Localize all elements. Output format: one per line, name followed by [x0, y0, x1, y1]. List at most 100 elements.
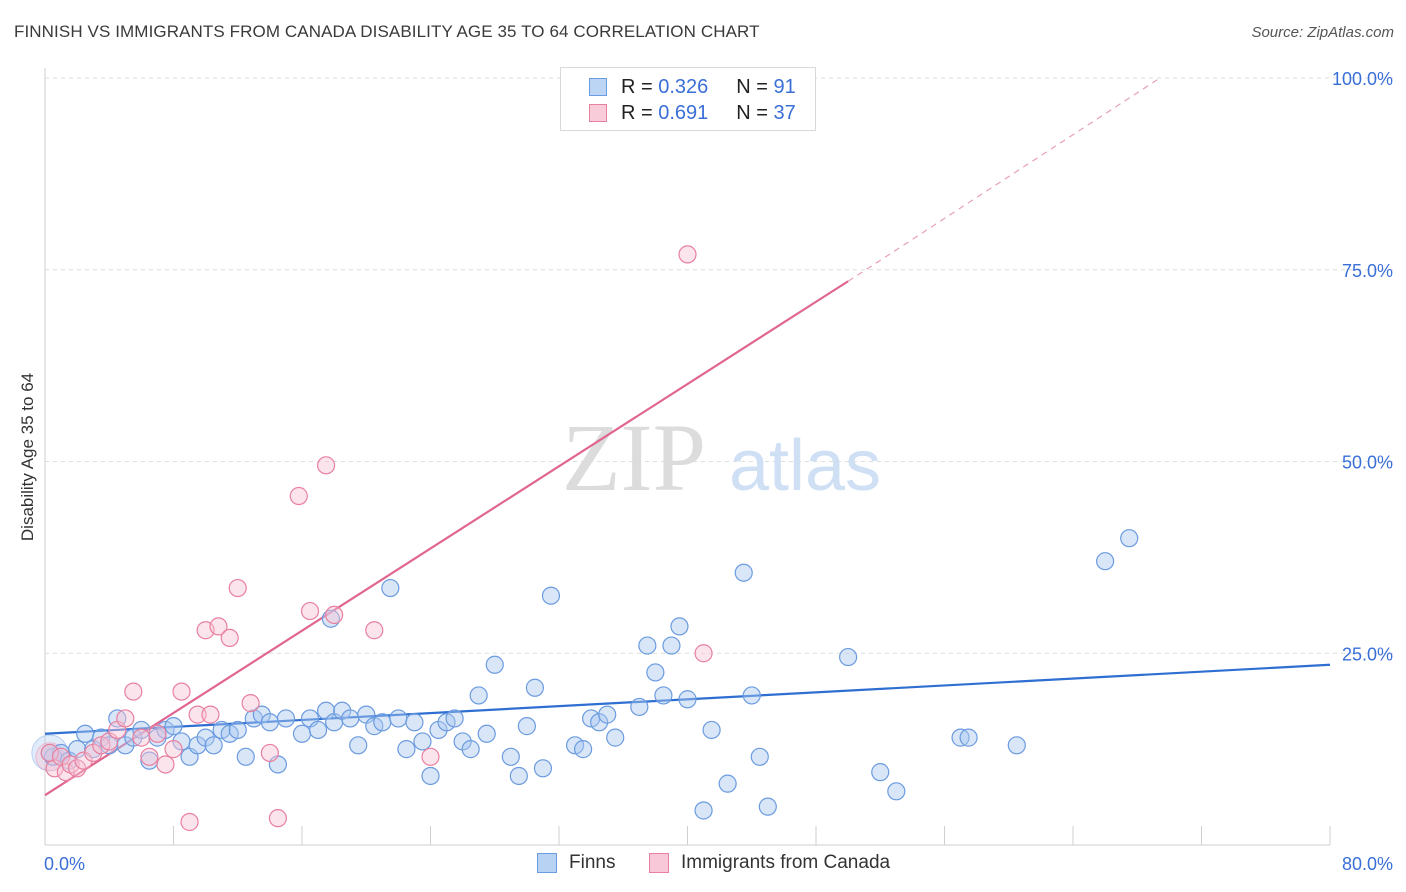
point-canada: [201, 705, 220, 724]
point-finns: [509, 766, 528, 786]
legend-swatch-finns: [589, 78, 607, 96]
point-finns: [413, 732, 432, 751]
point-finns: [839, 647, 858, 667]
point-finns: [678, 690, 697, 709]
point-canada: [180, 812, 199, 832]
y-tick-label: 75.0%: [1342, 261, 1393, 281]
point-finns: [718, 774, 737, 793]
point-finns: [871, 763, 890, 782]
source-label: Source: ZipAtlas.com: [1251, 24, 1394, 41]
point-finns: [389, 709, 408, 728]
point-finns: [421, 766, 440, 786]
point-finns: [630, 697, 649, 717]
legend-row-finns: R = 0.326 N = 91: [589, 75, 796, 99]
point-finns: [662, 636, 681, 655]
point-finns: [397, 740, 416, 759]
point-canada: [140, 747, 159, 766]
point-finns: [260, 713, 279, 732]
point-canada: [220, 628, 239, 648]
point-finns: [204, 736, 223, 755]
bottom-legend-label: Finns: [569, 852, 616, 873]
point-canada: [268, 809, 288, 828]
point-finns: [381, 578, 400, 598]
point-finns: [1096, 552, 1115, 571]
point-finns: [638, 636, 657, 655]
y-tick-label: 50.0%: [1342, 453, 1393, 473]
legend-r-label: R =: [621, 75, 653, 98]
point-canada: [116, 709, 135, 728]
y-tick-label: 25.0%: [1342, 644, 1393, 664]
bottom-legend-canada: Immigrants from Canada: [649, 852, 890, 874]
point-canada: [156, 755, 175, 774]
legend-n-label: N =: [736, 75, 768, 98]
point-canada: [300, 601, 320, 621]
point-canada: [132, 728, 151, 747]
point-canada: [148, 724, 167, 743]
point-finns: [670, 617, 689, 636]
tick-labels: 25.0% 50.0% 75.0% 100.0% 0.0% 80.0%: [44, 69, 1393, 874]
trendline-canada-extension: [847, 77, 1161, 282]
point-finns: [598, 705, 617, 724]
point-finns: [734, 563, 753, 582]
point-finns: [461, 740, 480, 759]
point-finns: [758, 797, 777, 816]
point-finns: [76, 724, 95, 743]
point-finns: [959, 728, 978, 747]
legend-n-value: 37: [773, 101, 796, 124]
point-finns: [702, 720, 721, 740]
bottom-legend-finns: Finns: [537, 852, 615, 874]
point-finns: [694, 801, 713, 820]
point-finns: [164, 717, 183, 736]
point-finns: [308, 720, 328, 740]
point-finns: [750, 747, 769, 766]
point-finns: [606, 728, 625, 747]
bottom-legend-label: Immigrants from Canada: [681, 852, 891, 873]
point-finns: [541, 586, 561, 605]
point-canada: [124, 682, 143, 701]
point-canada: [164, 740, 183, 759]
legend-n-value: 91: [773, 75, 796, 98]
point-finns: [485, 655, 504, 674]
watermark-atlas: atlas: [729, 426, 881, 506]
point-canada: [209, 617, 228, 636]
point-finns: [646, 663, 665, 682]
point-finns: [887, 782, 906, 801]
point-canada: [228, 578, 247, 598]
point-finns: [654, 686, 673, 705]
legend: R = 0.326 N = 91 R = 0.691 N = 37: [560, 67, 816, 131]
point-finns: [469, 686, 488, 705]
point-canada: [188, 705, 207, 724]
axes: [44, 68, 1331, 846]
watermark: ZIP atlas: [562, 404, 881, 511]
point-finns: [228, 720, 247, 740]
point-finns: [501, 747, 520, 766]
point-canada: [421, 747, 440, 766]
x-tick-label: 80.0%: [1342, 854, 1393, 874]
point-finns: [477, 724, 496, 743]
point-canada: [172, 682, 191, 701]
legend-r-label: R =: [621, 101, 653, 124]
point-finns: [405, 713, 424, 732]
point-finns: [341, 709, 360, 728]
point-finns: [373, 713, 392, 732]
point-canada: [241, 694, 260, 713]
point-finns: [445, 709, 464, 728]
point-canada: [260, 743, 279, 763]
watermark-zip: ZIP: [562, 404, 706, 511]
point-canada: [325, 605, 344, 625]
point-finns: [349, 736, 368, 755]
point-finns: [1007, 736, 1026, 755]
point-finns: [517, 717, 536, 736]
point-finns: [573, 740, 593, 759]
point-canada: [316, 456, 336, 475]
legend-n-label: N =: [736, 101, 768, 124]
point-finns: [276, 709, 296, 728]
bottom-legend-swatch: [649, 853, 669, 873]
point-finns: [1120, 529, 1139, 548]
trendline-canada: [44, 280, 849, 797]
point-finns: [742, 686, 761, 705]
y-tick-label: 100.0%: [1332, 69, 1393, 89]
cluster-bubble: [31, 734, 69, 772]
legend-row-canada: R = 0.691 N = 37: [589, 101, 796, 125]
